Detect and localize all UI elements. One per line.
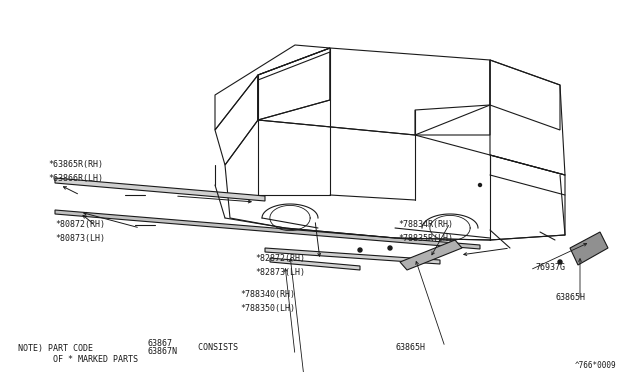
Text: 63865H: 63865H <box>395 343 425 353</box>
Circle shape <box>358 248 362 252</box>
Text: ^766*0009: ^766*0009 <box>575 360 616 369</box>
Polygon shape <box>55 178 265 201</box>
Text: CONSISTS: CONSISTS <box>193 343 238 353</box>
Text: 63867: 63867 <box>148 340 173 349</box>
Text: *788340(RH): *788340(RH) <box>240 291 295 299</box>
Text: 63865H: 63865H <box>555 294 585 302</box>
Text: *63866R(LH): *63866R(LH) <box>48 173 103 183</box>
Text: *80873(LH): *80873(LH) <box>55 234 105 243</box>
Text: *78835R(LH): *78835R(LH) <box>398 234 453 243</box>
Text: NOTE) PART CODE: NOTE) PART CODE <box>18 343 93 353</box>
Text: *82873(LH): *82873(LH) <box>255 267 305 276</box>
Polygon shape <box>265 248 440 264</box>
Text: *63865R(RH): *63865R(RH) <box>48 160 103 170</box>
Text: *82872(RH): *82872(RH) <box>255 253 305 263</box>
Polygon shape <box>400 240 462 270</box>
Polygon shape <box>55 210 480 249</box>
Circle shape <box>479 183 481 186</box>
Circle shape <box>558 260 562 264</box>
Text: *788350(LH): *788350(LH) <box>240 304 295 312</box>
Circle shape <box>388 246 392 250</box>
Text: *78834R(RH): *78834R(RH) <box>398 221 453 230</box>
Text: 63867N: 63867N <box>148 347 178 356</box>
Text: OF * MARKED PARTS: OF * MARKED PARTS <box>18 356 138 365</box>
Polygon shape <box>570 232 608 265</box>
Text: *80872(RH): *80872(RH) <box>55 221 105 230</box>
Text: 76937G: 76937G <box>535 263 565 273</box>
Polygon shape <box>270 258 360 270</box>
